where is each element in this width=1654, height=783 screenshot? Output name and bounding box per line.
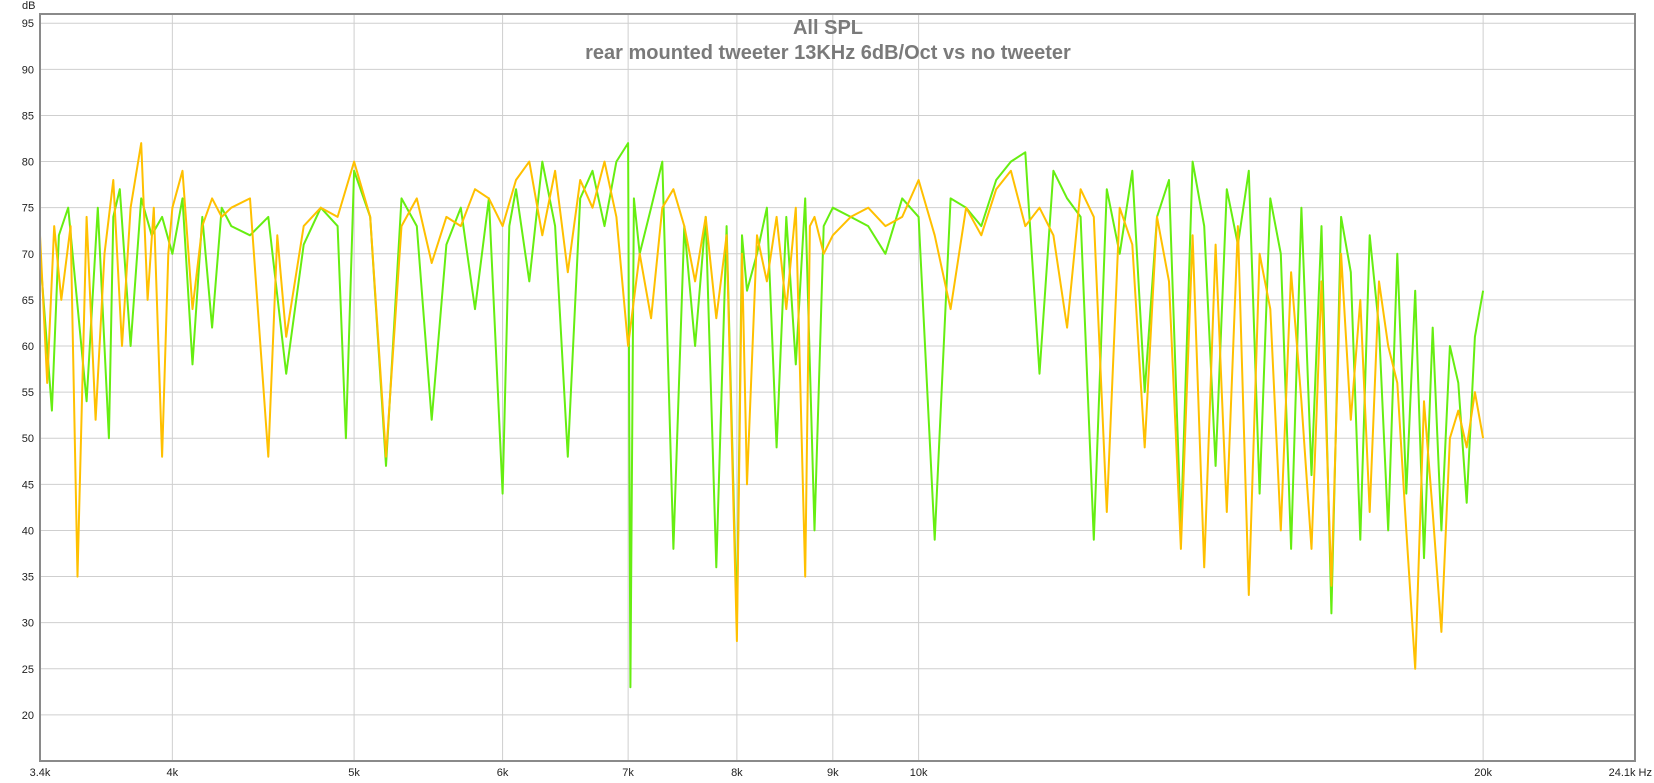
x-tick-label: 3.4k: [30, 767, 51, 779]
series-line-2: [39, 142, 1485, 670]
x-tick-label: 8k: [731, 767, 743, 779]
y-tick-label: 50: [22, 433, 34, 445]
y-tick-label: 75: [22, 203, 34, 215]
chart-subtitle: rear mounted tweeter 13KHz 6dB/Oct vs no…: [585, 42, 1071, 64]
plot-frame: [39, 13, 1636, 762]
x-tick-label: 20k: [1474, 767, 1492, 779]
y-tick-label: 70: [22, 249, 34, 261]
y-tick-label: 35: [22, 572, 34, 584]
x-tick-label: 24.1k Hz: [1609, 767, 1652, 779]
y-tick-label: 60: [22, 341, 34, 353]
y-tick-label: 20: [22, 710, 34, 722]
y-unit-label: dB: [22, 0, 35, 12]
y-tick-label: 55: [22, 387, 34, 399]
series-layer: [39, 142, 1485, 689]
x-tick-label: 10k: [910, 767, 928, 779]
y-tick-labels: 95 90 85 80 75 70 65 60 55 50 45 40 35 30 25 20: [22, 18, 34, 722]
x-tick-label: 9k: [827, 767, 839, 779]
y-tick-label: 90: [22, 64, 34, 76]
chart-title: All SPL: [793, 17, 863, 39]
y-tick-label: 85: [22, 110, 34, 122]
x-tick-label: 6k: [497, 767, 509, 779]
y-tick-label: 40: [22, 525, 34, 537]
grid-horizontal: [40, 22, 1635, 716]
y-tick-label: 80: [22, 157, 34, 169]
y-tick-label: 45: [22, 479, 34, 491]
y-tick-label: 30: [22, 618, 34, 630]
x-tick-label: 5k: [348, 767, 360, 779]
y-tick-label: 65: [22, 295, 34, 307]
x-tick-label: 7k: [622, 767, 634, 779]
y-tick-label: 25: [22, 664, 34, 676]
x-tick-label: 4k: [167, 767, 179, 779]
x-tick-labels: 3.4k 4k 5k 6k 7k 8k 9k 10k 20k 24.1k Hz: [30, 767, 1652, 779]
y-tick-label: 95: [22, 18, 34, 30]
